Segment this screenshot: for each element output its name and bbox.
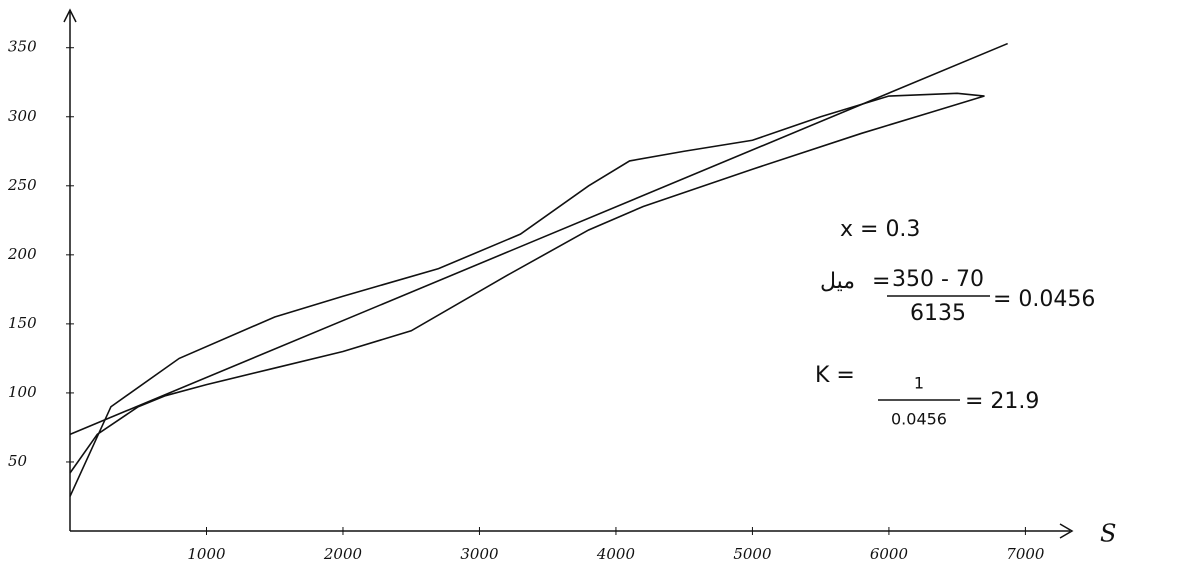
x-tick-label: 4000 [596,545,636,563]
y-tick-label: 200 [7,245,37,263]
y-tick-label: 350 [8,38,37,56]
annotation: 350 - 70 [892,267,984,292]
data-line [69,42,1008,436]
x-tick-label: 6000 [870,545,909,563]
annotation: 0.0456 [891,410,947,429]
annotation: K = [815,363,855,388]
y-arrow [63,8,77,23]
annotation: = 0.0456 [993,287,1095,312]
x-axis-label: S [1100,520,1116,548]
x-tick-label: 3000 [460,545,499,563]
x-tick-label: 7000 [1006,545,1045,563]
y-tick-label: 150 [8,314,37,332]
y-tick-label: 300 [8,107,37,125]
x-arrow [1059,523,1074,539]
x-tick-label: 2000 [323,545,363,563]
y-tick-label: 100 [8,383,37,401]
y-tick-label: 250 [7,176,37,194]
annotation: 6135 [910,301,966,326]
data-line [69,92,985,497]
annotation: = [872,269,890,294]
y-tick-label: 50 [8,452,28,470]
annotation: ميل [820,269,855,294]
x-tick-label: 1000 [187,545,226,563]
annotation: 1 [914,374,924,393]
x-tick-label: 5000 [733,545,772,563]
annotation: x = 0.3 [840,217,920,242]
annotation: = 21.9 [965,389,1039,414]
